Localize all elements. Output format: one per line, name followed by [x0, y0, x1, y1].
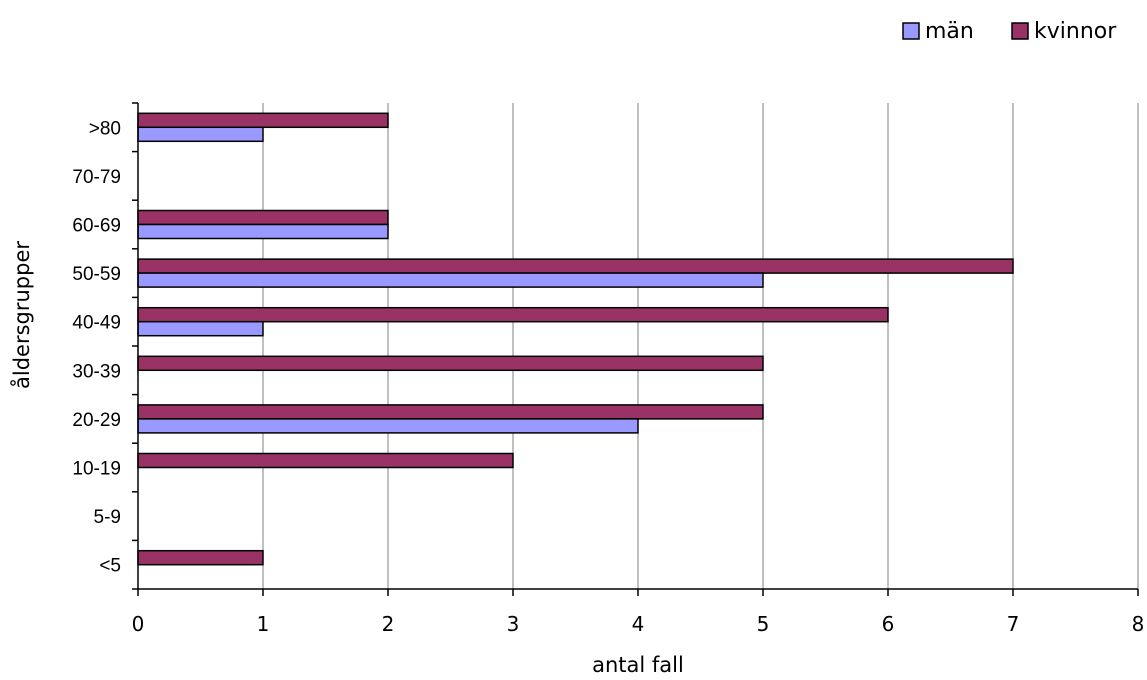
- bar-kvinnor: [137, 258, 1014, 274]
- bar-man: [137, 320, 264, 337]
- bar-kvinnor: [137, 404, 764, 420]
- x-axis-tick-labels: 0 1 2 3 4 5 6 7 8: [132, 612, 1145, 636]
- x-tick-label: 7: [1007, 612, 1020, 636]
- bar-man: [137, 126, 264, 143]
- x-tick-label: 4: [632, 612, 645, 636]
- y-category-label: 50-59: [72, 264, 121, 285]
- y-category-label: 40-49: [72, 313, 121, 334]
- bar-man: [137, 272, 764, 288]
- gridlines: [262, 103, 1139, 589]
- y-category-label: 60-69: [72, 216, 121, 237]
- bars: [137, 112, 1014, 566]
- y-category-label: 70-79: [72, 167, 121, 188]
- x-tick-label: 0: [132, 612, 145, 636]
- y-axis-ticks: [132, 102, 138, 590]
- legend-swatch-man: [902, 22, 920, 40]
- y-axis-title: åldersgrupper: [9, 241, 34, 389]
- x-tick-label: 5: [757, 612, 770, 636]
- x-tick-label: 2: [382, 612, 395, 636]
- bar-man: [137, 418, 639, 434]
- y-axis-category-labels: <5 5-9 10-19 20-29 30-39 40-49 50-59 60-69 70-79…: [72, 118, 121, 576]
- bar-kvinnor: [137, 355, 764, 372]
- y-category-label: 5-9: [94, 507, 121, 528]
- bar-man: [137, 223, 389, 240]
- bar-kvinnor: [137, 306, 889, 323]
- legend-swatch-kvinnor: [1011, 22, 1029, 40]
- bar-kvinnor: [137, 549, 264, 566]
- x-tick-label: 8: [1132, 612, 1145, 636]
- y-category-label: 20-29: [72, 410, 121, 431]
- x-tick-label: 6: [882, 612, 895, 636]
- x-tick-label: 1: [257, 612, 270, 636]
- x-axis-title: antal fall: [592, 653, 684, 677]
- y-category-label: 10-19: [72, 459, 121, 480]
- y-category-label: 30-39: [72, 361, 121, 382]
- x-axis-ticks: [137, 589, 1139, 596]
- bar-kvinnor: [137, 452, 514, 469]
- bar-kvinnor: [137, 209, 389, 226]
- x-tick-label: 3: [507, 612, 520, 636]
- bar-kvinnor: [137, 112, 389, 129]
- y-category-label: >80: [89, 118, 121, 139]
- y-category-label: <5: [99, 556, 121, 577]
- legend: män kvinnor: [902, 19, 1117, 44]
- legend-label-kvinnor: kvinnor: [1034, 19, 1117, 44]
- legend-label-man: män: [925, 19, 974, 44]
